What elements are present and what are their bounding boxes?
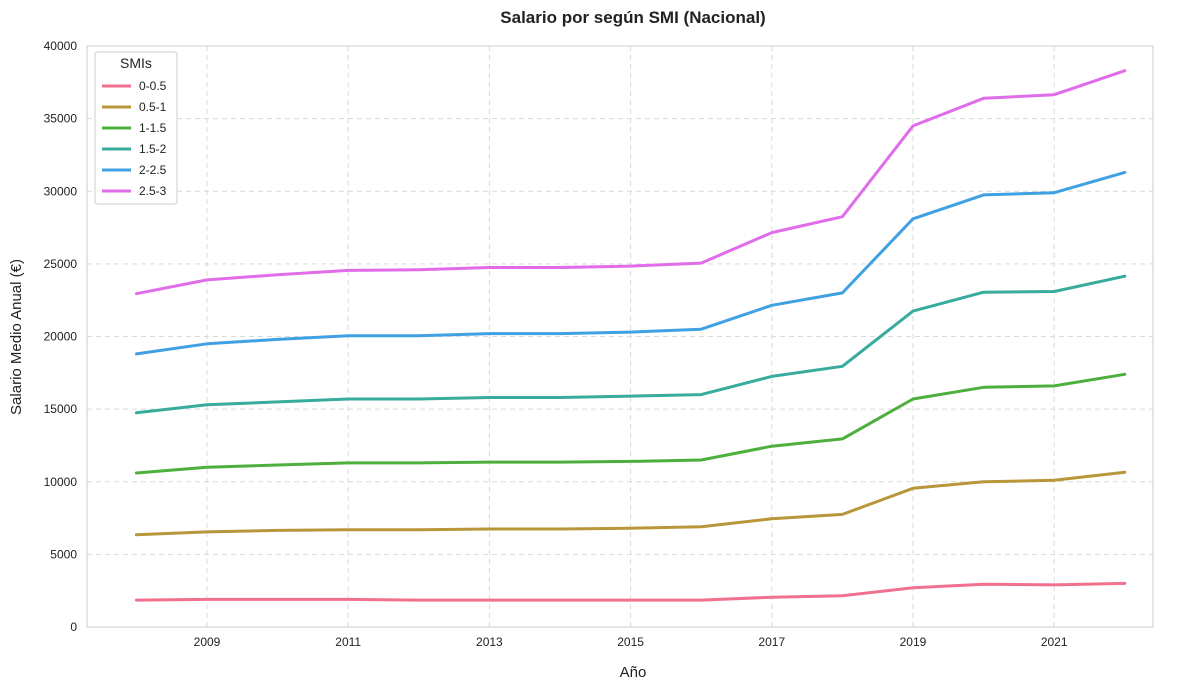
series-line-1.5-2 bbox=[134, 274, 1127, 415]
legend-item-label: 0-0.5 bbox=[139, 79, 167, 93]
y-tick-label: 15000 bbox=[44, 402, 78, 416]
y-tick-label: 30000 bbox=[44, 184, 78, 198]
x-tick-label: 2015 bbox=[617, 635, 644, 649]
x-tick-label: 2017 bbox=[758, 635, 785, 649]
series-line-2-2.5 bbox=[134, 170, 1127, 356]
y-tick-label: 5000 bbox=[50, 547, 77, 561]
x-tick-label: 2013 bbox=[476, 635, 503, 649]
y-axis: 0 5000 10000 15000 20000 25000 30000 35000 40000 bbox=[44, 39, 78, 634]
y-tick-label: 35000 bbox=[44, 112, 78, 126]
legend-item-label: 1-1.5 bbox=[139, 121, 167, 135]
series-line-1-1.5 bbox=[134, 372, 1127, 475]
y-tick-label: 0 bbox=[70, 620, 77, 634]
x-axis: 2009 2011 2013 2015 2017 2019 2021 bbox=[194, 635, 1068, 649]
legend-title: SMIs bbox=[120, 55, 152, 71]
x-tick-label: 2009 bbox=[194, 635, 221, 649]
grid bbox=[87, 45, 1153, 628]
legend: SMIs 0-0.5 0.5-1 1-1.5 1.5-2 2-2.5 2.5-3 bbox=[94, 51, 178, 205]
y-tick-label: 25000 bbox=[44, 257, 78, 271]
y-tick-label: 40000 bbox=[44, 39, 78, 53]
legend-item-label: 1.5-2 bbox=[139, 142, 167, 156]
legend-item-label: 0.5-1 bbox=[139, 100, 167, 114]
x-tick-label: 2019 bbox=[900, 635, 927, 649]
y-axis-label: Salario Medio Anual (€) bbox=[8, 259, 25, 415]
x-tick-label: 2011 bbox=[335, 635, 361, 649]
series-line-0-0.5 bbox=[134, 581, 1127, 602]
plot-frame bbox=[86, 45, 1154, 628]
series-line-2.5-3 bbox=[134, 69, 1127, 296]
legend-item-label: 2.5-3 bbox=[139, 184, 167, 198]
y-tick-label: 20000 bbox=[44, 330, 78, 344]
x-tick-label: 2021 bbox=[1041, 635, 1068, 649]
series-lines bbox=[134, 69, 1127, 602]
x-axis-label: Año bbox=[620, 664, 647, 681]
legend-box bbox=[94, 51, 178, 205]
y-tick-label: 10000 bbox=[44, 475, 78, 489]
chart-title: Salario por según SMI (Nacional) bbox=[500, 8, 765, 27]
series-line-0.5-1 bbox=[134, 470, 1127, 537]
legend-item-label: 2-2.5 bbox=[139, 163, 167, 177]
